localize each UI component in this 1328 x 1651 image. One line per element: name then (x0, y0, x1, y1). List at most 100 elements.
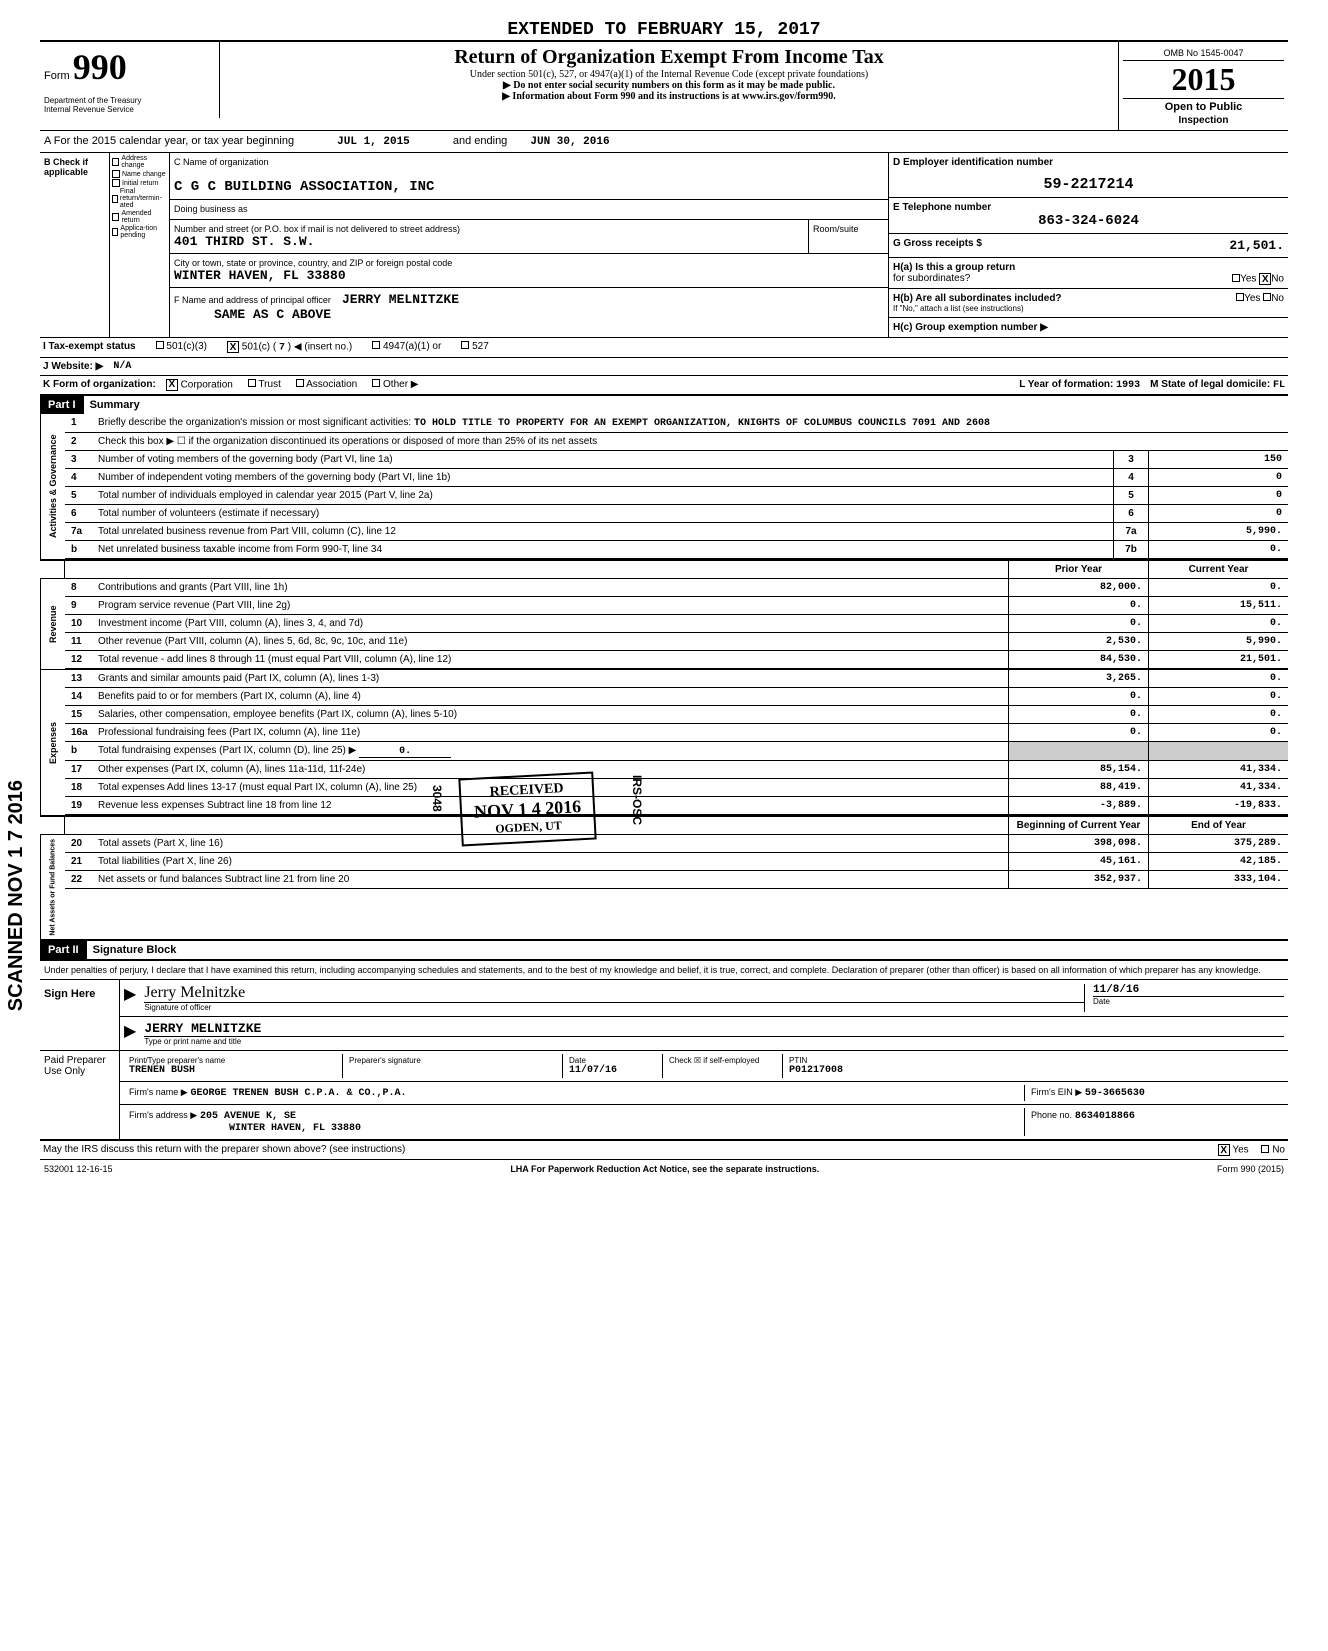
firm-addr-label: Firm's address ▶ (129, 1110, 197, 1120)
cb-final[interactable]: Final return/termin-ated (112, 188, 167, 209)
room-label: Room/suite (808, 220, 888, 253)
k-trust-cb[interactable] (248, 379, 256, 387)
i-501c-cb[interactable]: X (227, 341, 239, 353)
sig-officer-row: ▶ Jerry Melnitzke Signature of officer 1… (120, 980, 1288, 1017)
city-row: City or town, state or province, country… (170, 254, 888, 288)
end-year-hdr: End of Year (1148, 817, 1288, 834)
line1-label: Briefly describe the organization's miss… (98, 417, 411, 428)
f-label: F Name and address of principal officer (174, 295, 331, 305)
discuss-yes-cb[interactable]: X (1218, 1144, 1230, 1156)
hb-no-cb[interactable] (1263, 293, 1271, 301)
ptin-label: PTIN (789, 1056, 1279, 1065)
activities-governance-group: Activities & Governance 1 Briefly descri… (40, 414, 1288, 560)
prep-date-label: Date (569, 1056, 656, 1065)
b-check-text: B Check if applicable (44, 157, 105, 177)
netassets-group: Net Assets or Fund Balances 20 Total ass… (40, 835, 1288, 941)
prep-phone-label: Phone no. (1031, 1110, 1072, 1120)
ha-no-cb[interactable]: X (1259, 273, 1271, 285)
firm-name-label: Firm's name ▶ (129, 1087, 188, 1097)
arrow-icon: ▶ (124, 1021, 136, 1046)
k-corp-cb[interactable]: X (166, 379, 178, 391)
footer-row: 532001 12-16-15 LHA For Paperwork Reduct… (40, 1160, 1288, 1178)
i-527-cb[interactable] (461, 341, 469, 349)
discuss-no-cb[interactable] (1261, 1145, 1269, 1153)
cb-address[interactable]: Address change (112, 155, 167, 169)
line-9: 9 Program service revenue (Part VIII, li… (65, 597, 1288, 615)
c-label: C Name of organization (174, 157, 884, 167)
line-4: 4 Number of independent voting members o… (65, 469, 1288, 487)
tax-year-mid: and ending (453, 135, 507, 147)
tax-year-prefix: A For the 2015 calendar year, or tax yea… (44, 135, 294, 147)
check-self-emp: Check ☒ if self-employed (669, 1056, 776, 1065)
cb-initial[interactable]: Initial return (112, 179, 167, 187)
form-header: Form 990 Department of the Treasury Inte… (40, 40, 1288, 131)
i-4947-cb[interactable] (372, 341, 380, 349)
firm-addr: 205 AVENUE K, SE (200, 1111, 296, 1122)
line-15: 15 Salaries, other compensation, employe… (65, 706, 1288, 724)
cb-application[interactable]: Applica-tion pending (112, 225, 167, 239)
hb-yes-cb[interactable] (1236, 293, 1244, 301)
city-value: WINTER HAVEN, FL 33880 (174, 268, 884, 283)
firm-ein: 59-3665630 (1085, 1088, 1145, 1099)
e-label: E Telephone number (893, 202, 1284, 213)
year-header-row: Prior Year Current Year (40, 560, 1288, 579)
i-label: I Tax-exempt status (43, 341, 136, 354)
line-14: 14 Benefits paid to or for members (Part… (65, 688, 1288, 706)
ha-label: H(a) Is this a group return (893, 262, 1015, 273)
d-label: D Employer identification number (893, 157, 1284, 168)
revenue-label: Revenue (40, 579, 65, 669)
expenses-group: Expenses 13 Grants and similar amounts p… (40, 670, 1288, 816)
revenue-content: 8 Contributions and grants (Part VIII, l… (65, 579, 1288, 669)
activities-content: 1 Briefly describe the organization's mi… (65, 414, 1288, 559)
ha-sub: for subordinates? (893, 273, 970, 284)
hb-note: If "No," attach a list (see instructions… (893, 304, 1284, 313)
line-16a: 16a Professional fundraising fees (Part … (65, 724, 1288, 742)
dba-label: Doing business as (174, 204, 248, 214)
d-block: D Employer identification number 59-2217… (888, 153, 1288, 337)
sig-date-value: 11/8/16 (1093, 984, 1284, 996)
irs-label: Internal Revenue Service (44, 105, 215, 114)
line-21: 21 Total liabilities (Part X, line 26) 4… (65, 853, 1288, 871)
discuss-text: May the IRS discuss this return with the… (40, 1141, 1128, 1159)
street-label: Number and street (or P.O. box if mail i… (174, 224, 804, 234)
hc-row: H(c) Group exemption number ▶ (889, 318, 1288, 337)
m-state: FL (1273, 380, 1285, 391)
part1-header: Part I (40, 396, 84, 414)
line-22: 22 Net assets or fund balances Subtract … (65, 871, 1288, 889)
prep-phone: 8634018866 (1075, 1111, 1135, 1122)
officer-name-row: ▶ JERRY MELNITZKE Type or print name and… (120, 1017, 1288, 1050)
prior-year-hdr: Prior Year (1008, 561, 1148, 578)
expenses-content: 13 Grants and similar amounts paid (Part… (65, 670, 1288, 815)
line-18: 18 Total expenses Add lines 13-17 (must … (65, 779, 1288, 797)
discuss-row: May the IRS discuss this return with the… (40, 1141, 1288, 1160)
cb-amended[interactable]: Amended return (112, 210, 167, 224)
prep-row-3: Firm's address ▶ 205 AVENUE K, SE WINTER… (120, 1105, 1288, 1139)
line-b: b Net unrelated business taxable income … (65, 541, 1288, 559)
prep-name: TRENEN BUSH (129, 1065, 336, 1076)
line-6: 6 Total number of volunteers (estimate i… (65, 505, 1288, 523)
part1-title: Summary (87, 396, 143, 414)
prep-row-1: Print/Type preparer's name TRENEN BUSH P… (120, 1051, 1288, 1082)
footer-lha: LHA For Paperwork Reduction Act Notice, … (510, 1164, 819, 1174)
ein-row: D Employer identification number 59-2217… (889, 153, 1288, 198)
extended-notice: EXTENDED TO FEBRUARY 15, 2017 (40, 20, 1288, 40)
hb-label: H(b) Are all subordinates included? (893, 293, 1062, 304)
m-label: M State of legal domicile: (1150, 379, 1270, 390)
k-other-cb[interactable] (372, 379, 380, 387)
revenue-group: Revenue 8 Contributions and grants (Part… (40, 579, 1288, 670)
ha-yes-cb[interactable] (1232, 274, 1240, 282)
form-label: Form (44, 70, 70, 82)
line2-text: Check this box ▶ ☐ if the organization d… (95, 433, 1288, 450)
prep-content: Print/Type preparer's name TRENEN BUSH P… (120, 1051, 1288, 1139)
k-assoc-cb[interactable] (296, 379, 304, 387)
i-501c3-cb[interactable] (156, 341, 164, 349)
sign-here-label: Sign Here (40, 980, 120, 1050)
stamp-3048: 3048 (430, 785, 444, 812)
line-19: 19 Revenue less expenses Subtract line 1… (65, 797, 1288, 815)
ssn-notice: ▶ Do not enter social security numbers o… (224, 80, 1114, 91)
line-12: 12 Total revenue - add lines 8 through 1… (65, 651, 1288, 669)
j-label: J Website: ▶ (43, 361, 103, 372)
signature-handwritten: Jerry Melnitzke (144, 984, 1084, 1002)
cb-name[interactable]: Name change (112, 170, 167, 178)
netassets-label: Net Assets or Fund Balances (40, 835, 65, 940)
